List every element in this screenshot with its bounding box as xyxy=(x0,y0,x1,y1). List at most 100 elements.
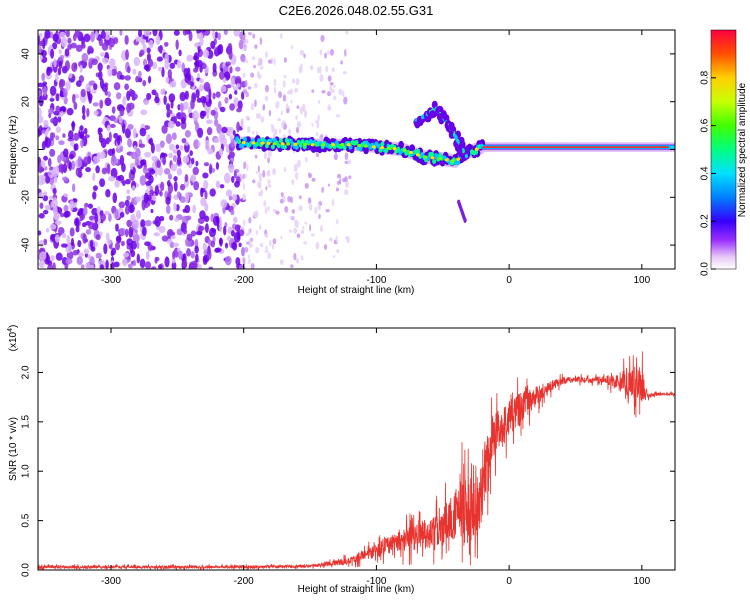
noise-blob xyxy=(59,89,64,98)
carrier-core xyxy=(256,138,261,144)
noise-blob xyxy=(93,110,99,116)
noise-blob xyxy=(43,238,48,246)
noise-blob xyxy=(138,70,142,79)
noise-blob xyxy=(236,107,242,113)
noise-blob xyxy=(155,256,160,262)
noise-blob xyxy=(298,204,303,212)
noise-blob xyxy=(245,91,249,98)
noise-blob xyxy=(195,89,200,99)
noise-blob xyxy=(294,172,299,180)
noise-blob xyxy=(50,48,55,59)
noise-blob xyxy=(106,163,111,175)
x-tick-label: -300 xyxy=(101,576,121,587)
noise-blob xyxy=(282,134,287,139)
noise-blob xyxy=(319,66,322,74)
noise-blob xyxy=(299,49,305,56)
noise-blob xyxy=(215,180,221,189)
noise-blob xyxy=(170,235,176,240)
noise-blob xyxy=(244,174,248,179)
noise-blob xyxy=(332,255,336,259)
noise-blob xyxy=(238,264,246,269)
noise-blob xyxy=(204,139,210,151)
noise-blob xyxy=(142,166,148,174)
noise-blob xyxy=(192,67,199,73)
noise-blob xyxy=(250,103,255,111)
noise-blob xyxy=(104,97,112,107)
noise-blob xyxy=(218,71,225,80)
noise-blob xyxy=(231,193,238,202)
noise-blob xyxy=(200,95,207,104)
noise-blob xyxy=(122,252,130,258)
noise-blob xyxy=(87,203,94,209)
noise-blob xyxy=(63,204,69,212)
noise-blob xyxy=(255,230,259,235)
noise-blob xyxy=(139,175,147,186)
noise-blob xyxy=(217,32,221,41)
carrier-core xyxy=(396,146,401,152)
noise-blob xyxy=(81,52,89,62)
noise-blob xyxy=(240,118,244,128)
noise-blob xyxy=(236,83,241,88)
noise-blob xyxy=(140,109,147,116)
noise-blob xyxy=(165,76,170,84)
noise-blob xyxy=(254,44,258,49)
noise-blob xyxy=(304,157,308,162)
noise-blob xyxy=(116,235,122,244)
noise-blob xyxy=(78,60,84,68)
noise-blob xyxy=(247,254,251,259)
noise-blob xyxy=(152,30,158,37)
noise-blob xyxy=(89,256,95,267)
carrier-peak xyxy=(266,141,271,145)
noise-blob xyxy=(118,116,123,124)
noise-blob xyxy=(46,66,51,77)
noise-blob xyxy=(49,85,57,96)
noise-blob xyxy=(139,49,145,56)
noise-blob xyxy=(57,67,62,76)
carrier-peak xyxy=(321,143,326,147)
noise-blob xyxy=(212,92,216,100)
noise-blob xyxy=(215,247,222,253)
noise-blob xyxy=(145,261,152,269)
noise-blob xyxy=(327,106,332,111)
noise-blob xyxy=(200,197,207,207)
noise-blob xyxy=(38,239,45,247)
colorbar-ticks: 0.0 0.2 0.4 0.6 0.8 xyxy=(700,70,716,276)
noise-blob xyxy=(161,88,166,95)
noise-blob xyxy=(126,90,131,101)
noise-blob xyxy=(150,208,154,214)
noise-blob xyxy=(69,227,75,237)
noise-blob xyxy=(77,156,82,167)
noise-blob xyxy=(129,162,134,170)
noise-blob xyxy=(50,118,56,124)
noise-blob xyxy=(242,72,246,78)
noise-blob xyxy=(311,89,315,93)
noise-blob xyxy=(73,101,78,110)
noise-blob xyxy=(298,195,302,200)
noise-blob xyxy=(111,68,117,77)
noise-blob xyxy=(168,231,176,237)
noise-blob xyxy=(190,98,195,110)
noise-blob xyxy=(225,189,233,197)
noise-blob xyxy=(40,160,46,168)
noise-blob xyxy=(264,249,269,253)
noise-blob xyxy=(124,128,131,139)
noise-blob xyxy=(43,209,49,215)
noise-blob xyxy=(79,64,83,73)
noise-blob xyxy=(241,246,245,257)
noise-blob xyxy=(227,43,231,55)
noise-blob xyxy=(318,213,321,220)
noise-blob xyxy=(64,48,70,57)
noise-blob xyxy=(347,159,352,165)
noise-blob xyxy=(111,106,116,114)
noise-blob xyxy=(54,220,62,225)
noise-blob xyxy=(45,227,50,233)
noise-blob xyxy=(288,128,292,135)
noise-blob xyxy=(190,251,195,259)
noise-blob xyxy=(232,241,238,251)
carrier-core xyxy=(473,149,478,155)
noise-blob xyxy=(259,243,264,247)
noise-blob xyxy=(121,123,126,134)
carrier-peak xyxy=(386,146,391,150)
noise-blob xyxy=(141,226,147,237)
noise-blob xyxy=(236,232,241,241)
